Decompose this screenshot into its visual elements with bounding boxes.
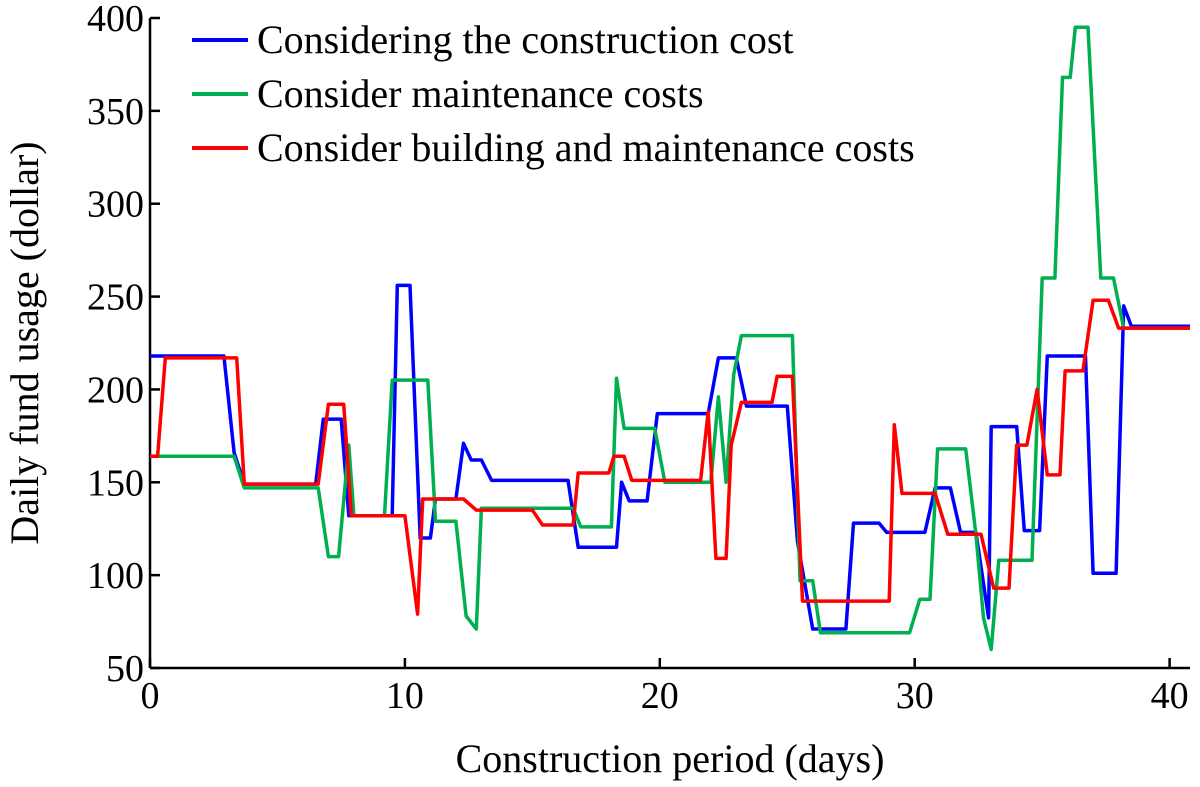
x-tick-label: 20 xyxy=(641,675,679,717)
legend: Considering the construction cost Conside… xyxy=(192,17,915,170)
series-line-3 xyxy=(150,298,1190,616)
axes: 50 100 150 200 250 300 350 400 0 10 20 30 40 xyxy=(87,0,1190,717)
x-tick-label: 10 xyxy=(386,675,424,717)
x-tick-label: 30 xyxy=(896,675,934,717)
legend-label-2: Consider maintenance costs xyxy=(257,71,704,116)
legend-label-3: Consider building and maintenance costs xyxy=(257,125,915,170)
x-tick-label: 0 xyxy=(141,675,160,717)
y-tick-label: 300 xyxy=(87,184,144,226)
y-tick-label: 100 xyxy=(87,555,144,597)
y-tick-label: 350 xyxy=(87,91,144,133)
series-line-2 xyxy=(150,25,1190,652)
y-tick-label: 50 xyxy=(106,648,144,690)
x-tick-label: 40 xyxy=(1151,675,1189,717)
x-axis-label: Construction period (days) xyxy=(456,736,885,781)
y-axis-label: Daily fund usage (dollar) xyxy=(2,141,47,544)
y-tick-label: 150 xyxy=(87,462,144,504)
y-tick-label: 400 xyxy=(87,0,144,40)
series-layer xyxy=(150,25,1190,652)
legend-label-1: Considering the construction cost xyxy=(257,17,794,62)
y-tick-label: 250 xyxy=(87,277,144,319)
y-tick-label: 200 xyxy=(87,369,144,411)
